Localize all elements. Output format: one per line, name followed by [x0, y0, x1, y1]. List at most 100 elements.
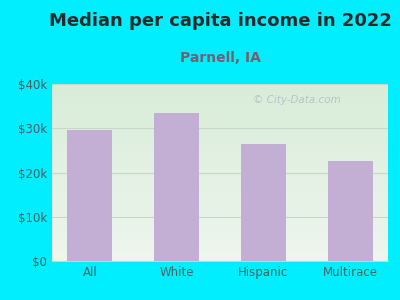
- Bar: [67, 130, 112, 261]
- Bar: [52, 149, 388, 151]
- Text: Median per capita income in 2022: Median per capita income in 2022: [48, 12, 392, 30]
- Bar: [52, 233, 388, 235]
- Bar: [52, 172, 388, 174]
- Bar: [52, 86, 388, 88]
- Bar: [52, 132, 388, 134]
- Bar: [52, 148, 388, 149]
- Bar: [52, 236, 388, 238]
- Bar: [52, 259, 388, 261]
- Bar: [52, 245, 388, 247]
- Bar: [52, 144, 388, 146]
- Bar: [52, 254, 388, 256]
- Bar: [154, 113, 199, 261]
- Bar: [52, 227, 388, 229]
- Bar: [52, 162, 388, 164]
- Bar: [52, 235, 388, 236]
- Bar: [52, 107, 388, 109]
- Bar: [52, 176, 388, 178]
- Bar: [52, 160, 388, 162]
- Bar: [52, 250, 388, 252]
- Bar: [52, 204, 388, 206]
- Bar: [52, 96, 388, 98]
- Bar: [52, 224, 388, 226]
- Bar: [52, 134, 388, 135]
- Bar: [52, 100, 388, 102]
- Bar: [52, 196, 388, 197]
- Bar: [52, 153, 388, 155]
- Bar: [52, 178, 388, 180]
- Bar: [52, 109, 388, 111]
- Bar: [52, 240, 388, 242]
- Bar: [52, 89, 388, 91]
- Bar: [52, 137, 388, 139]
- Bar: [52, 94, 388, 96]
- Bar: [52, 222, 388, 224]
- Bar: [52, 231, 388, 233]
- Text: © City-Data.com: © City-Data.com: [254, 95, 341, 105]
- Bar: [52, 243, 388, 245]
- Bar: [52, 220, 388, 222]
- Bar: [52, 118, 388, 119]
- Bar: [52, 183, 388, 185]
- Bar: [52, 212, 388, 213]
- Bar: [52, 121, 388, 123]
- Bar: [52, 215, 388, 217]
- Bar: [52, 229, 388, 231]
- Bar: [52, 93, 388, 94]
- Bar: [52, 139, 388, 141]
- Bar: [52, 201, 388, 203]
- Bar: [52, 192, 388, 194]
- Bar: [52, 128, 388, 130]
- Bar: [52, 249, 388, 250]
- Bar: [52, 181, 388, 183]
- Bar: [52, 105, 388, 107]
- Bar: [52, 103, 388, 105]
- Bar: [52, 112, 388, 114]
- Bar: [52, 188, 388, 190]
- Bar: [52, 190, 388, 192]
- Bar: [52, 257, 388, 259]
- Bar: [52, 155, 388, 157]
- Bar: [52, 88, 388, 89]
- Bar: [52, 238, 388, 240]
- Bar: [52, 197, 388, 199]
- Bar: [52, 256, 388, 257]
- Bar: [52, 218, 388, 220]
- Bar: [52, 210, 388, 212]
- Bar: [52, 252, 388, 254]
- Bar: [52, 247, 388, 249]
- Bar: [52, 194, 388, 196]
- Bar: [52, 202, 388, 204]
- Bar: [52, 167, 388, 169]
- Bar: [52, 141, 388, 142]
- Bar: [52, 242, 388, 243]
- Bar: [52, 165, 388, 167]
- Bar: [52, 158, 388, 160]
- Bar: [52, 199, 388, 201]
- Bar: [52, 125, 388, 127]
- Bar: [52, 146, 388, 148]
- Bar: [241, 144, 286, 261]
- Bar: [52, 110, 388, 112]
- Bar: [52, 130, 388, 132]
- Bar: [52, 84, 388, 86]
- Bar: [52, 102, 388, 103]
- Bar: [328, 161, 373, 261]
- Bar: [52, 157, 388, 158]
- Bar: [52, 174, 388, 176]
- Bar: [52, 180, 388, 181]
- Bar: [52, 127, 388, 128]
- Bar: [52, 151, 388, 153]
- Bar: [52, 217, 388, 218]
- Bar: [52, 91, 388, 93]
- Bar: [52, 98, 388, 100]
- Bar: [52, 185, 388, 187]
- Bar: [52, 116, 388, 118]
- Bar: [52, 169, 388, 171]
- Bar: [52, 142, 388, 144]
- Bar: [52, 213, 388, 215]
- Bar: [52, 114, 388, 116]
- Bar: [52, 164, 388, 165]
- Bar: [52, 135, 388, 137]
- Bar: [52, 226, 388, 227]
